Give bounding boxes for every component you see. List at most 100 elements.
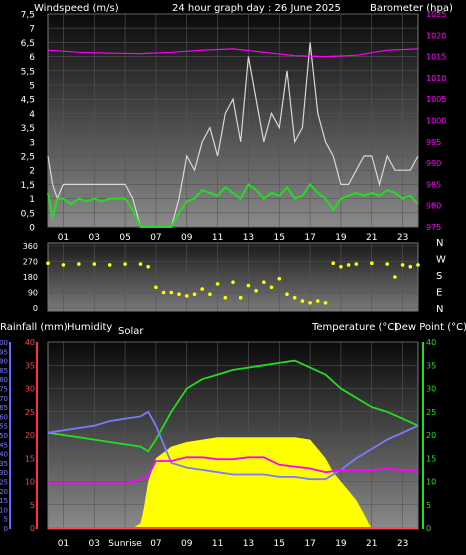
direction-tick-label: 360 <box>23 242 38 251</box>
barometer-tick-label: 1005 <box>426 95 446 104</box>
wind-hour-tick-label: 11 <box>212 233 223 243</box>
humidity-series-line <box>48 456 418 485</box>
barometer-tick-label: 980 <box>426 202 441 211</box>
temperature-hour-tick-label: 15 <box>274 539 285 549</box>
solar-area <box>48 437 418 528</box>
direction-point <box>146 264 150 269</box>
wind-hour-tick-label: 23 <box>397 233 408 243</box>
direction-point <box>92 262 97 266</box>
compass-letter: N <box>436 304 443 315</box>
direction-point <box>192 292 197 297</box>
rainfall-tick-label: 35 <box>25 361 35 370</box>
direction-point <box>323 301 328 305</box>
temperature-hour-tick-label: 17 <box>304 539 315 549</box>
wind-hour-tick-label: 13 <box>243 233 254 243</box>
direction-point <box>393 275 397 279</box>
temperature-hour-tick-label: 11 <box>212 539 223 549</box>
direction-point <box>215 282 220 286</box>
windspeed-tick-label: 7 <box>29 25 35 35</box>
humidity-tick-label: 70 <box>0 395 8 403</box>
windspeed-tick-label: 4,5 <box>21 96 35 106</box>
wind-avg-series-line <box>47 182 419 228</box>
barometer-tick-label: 1010 <box>426 74 446 83</box>
direction-tick-label: 180 <box>23 273 38 282</box>
direction-point <box>138 262 143 266</box>
direction-point <box>169 290 174 295</box>
wind-hour-tick-label: 03 <box>89 233 100 243</box>
direction-point <box>231 280 235 285</box>
wind-hour-tick-label: 05 <box>119 233 130 243</box>
humidity-tick-label: 95 <box>0 348 8 356</box>
direction-point <box>200 287 204 291</box>
humidity-tick-label: 45 <box>0 441 8 449</box>
wind-speed-series-line <box>47 42 419 228</box>
direction-point <box>285 292 289 297</box>
windspeed-tick-label: 2,5 <box>21 153 35 163</box>
dew-point-series-line <box>47 410 419 481</box>
direction-point <box>223 295 228 300</box>
humidity-tick-label: 55 <box>0 423 8 431</box>
temperature-tick-label: 15 <box>426 454 436 463</box>
rainfall-tick-label: 20 <box>25 431 35 440</box>
humidity-tick-label: 0 <box>4 525 8 533</box>
humidity-tick-label: 30 <box>0 469 8 477</box>
humidity-tick-label: 85 <box>0 367 8 375</box>
rainfall-tick-label: 5 <box>30 501 35 510</box>
direction-point <box>308 301 312 305</box>
temperature-hour-tick-label: 09 <box>181 539 193 549</box>
windspeed-tick-label: 3,5 <box>21 124 35 134</box>
barometer-tick-label: 1015 <box>426 53 446 62</box>
wind-hour-tick-label: 07 <box>150 233 161 243</box>
direction-point <box>416 263 420 267</box>
temperature-tick-label: 0 <box>426 524 431 533</box>
rainfall-tick-label: 25 <box>25 408 35 417</box>
compass-letter: W <box>436 255 446 266</box>
direction-point <box>331 261 336 266</box>
humidity-tick-label: 75 <box>0 386 8 394</box>
wind-hour-tick-label: 01 <box>58 233 69 243</box>
direction-point <box>262 280 266 285</box>
humidity-tick-label: 35 <box>0 460 8 468</box>
barometer-tick-label: 995 <box>426 138 441 147</box>
wind-hour-tick-label: 17 <box>304 233 315 243</box>
windspeed-tick-label: 0,5 <box>21 209 35 219</box>
direction-point <box>77 262 81 266</box>
temperature-hour-tick-label: 21 <box>366 539 377 549</box>
rainfall-tick-label: 15 <box>25 454 35 463</box>
humidity-axis-title: Humidity <box>67 322 112 333</box>
barometer-tick-label: 985 <box>426 180 441 189</box>
wind-hour-tick-label: 15 <box>274 233 285 243</box>
direction-point <box>177 292 181 297</box>
direction-tick-label: 270 <box>23 258 38 267</box>
wind-hour-tick-label: 19 <box>335 233 347 243</box>
direction-point <box>339 264 343 269</box>
temperature-axis-title: Temperature (°C) <box>311 322 398 333</box>
direction-point <box>154 285 158 290</box>
direction-tick-label: 90 <box>28 289 38 298</box>
barometer-tick-label: 975 <box>426 223 441 232</box>
rainfall-tick-label: 0 <box>30 524 35 533</box>
temperature-tick-label: 25 <box>426 408 436 417</box>
windspeed-tick-label: 7,5 <box>21 11 35 21</box>
humidity-tick-label: 65 <box>0 404 8 412</box>
direction-point <box>161 290 166 295</box>
barometer-tick-label: 1025 <box>426 10 446 19</box>
direction-point <box>300 299 305 303</box>
rainfall-axis-title: Rainfall (mm) <box>0 322 68 333</box>
windspeed-tick-label: 3 <box>29 138 35 148</box>
rainfall-tick-label: 40 <box>25 338 35 347</box>
temperature-hour-tick-label: Sunrise <box>108 539 142 549</box>
windspeed-tick-label: 5,5 <box>21 67 35 77</box>
humidity-tick-label: 20 <box>0 488 8 496</box>
direction-point <box>346 263 351 267</box>
direction-point <box>370 261 374 266</box>
direction-point <box>292 295 297 300</box>
direction-point <box>277 276 282 281</box>
humidity-tick-label: 80 <box>0 376 8 384</box>
barometer-tick-label: 1020 <box>426 31 446 40</box>
temperature-tick-label: 10 <box>426 478 436 487</box>
humidity-tick-label: 5 <box>4 516 8 524</box>
direction-point <box>385 262 390 266</box>
windspeed-tick-label: 5 <box>29 82 35 92</box>
